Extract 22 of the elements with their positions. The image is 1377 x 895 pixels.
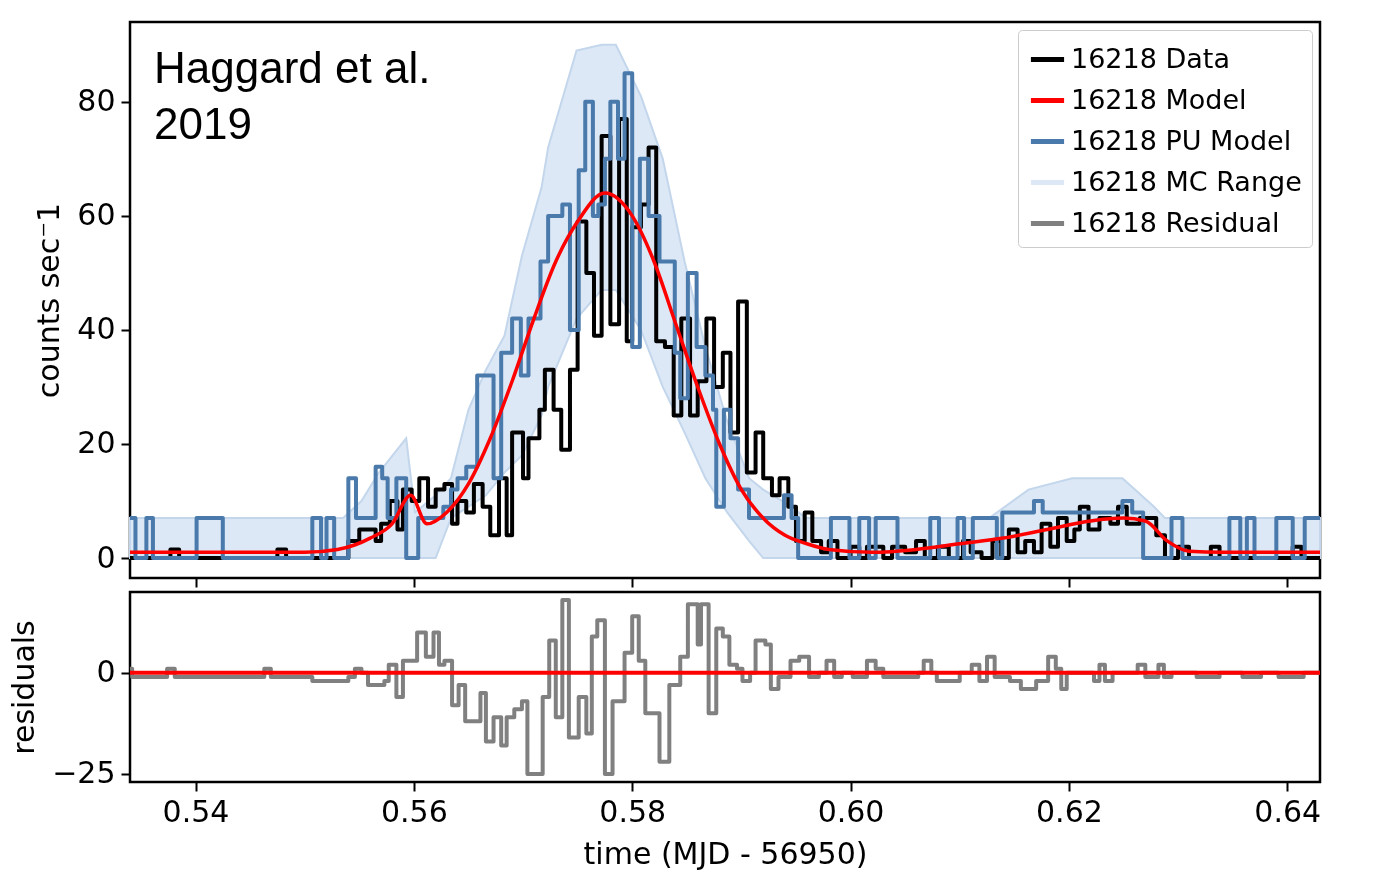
y-tick-label: −25	[52, 755, 116, 791]
y-tick-label: 60	[77, 197, 116, 233]
y-tick-label: 0	[96, 539, 116, 575]
legend-label: 16218 Data	[1071, 42, 1230, 74]
y-axis-title: counts sec⁻1	[31, 202, 67, 399]
legend-label: 16218 PU Model	[1071, 124, 1292, 156]
x-tick-label: 0.64	[1254, 793, 1322, 829]
y-tick-label: 0	[96, 654, 116, 690]
x-tick-label: 0.54	[162, 793, 230, 829]
legend-label: 16218 MC Range	[1071, 165, 1302, 197]
x-tick-label: 0.62	[1036, 793, 1103, 829]
x-tick-label: 0.58	[599, 793, 667, 829]
y-axis-title: residuals	[6, 620, 42, 755]
x-tick-label: 0.60	[817, 793, 885, 829]
legend-label: 16218 Model	[1071, 83, 1247, 115]
x-axis-title: time (MJD - 56950)	[583, 835, 868, 871]
y-tick-label: 20	[77, 425, 116, 461]
annotation: Haggard et al. 2019	[154, 43, 431, 148]
y-tick-label: 80	[77, 83, 116, 119]
legend-label: 16218 Residual	[1071, 206, 1280, 238]
x-tick-label: 0.56	[380, 793, 448, 829]
y-tick-label: 40	[77, 311, 116, 347]
